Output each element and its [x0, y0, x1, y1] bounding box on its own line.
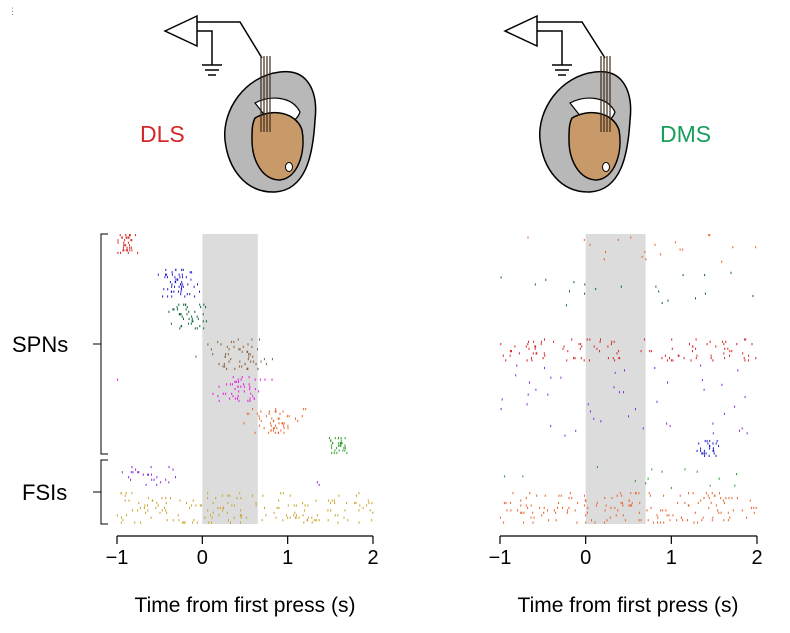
dls-unit-5-raster — [243, 408, 307, 434]
dms-x-tick-label: 2 — [751, 547, 762, 569]
dls-unit-4-raster — [117, 376, 273, 402]
dls-unit-8-raster — [116, 492, 374, 524]
corner-mark: ⋮ — [8, 6, 17, 16]
dls-unit-0-raster — [117, 234, 139, 254]
dls-raster-panel: SPNs FSIs −1 0 1 2 Time from first press (s… — [12, 233, 379, 617]
dms-spike-raster — [500, 234, 757, 524]
dls-x-tick-label: 0 — [197, 547, 208, 569]
dls-region-label: DLS — [140, 121, 185, 147]
fsi-bracket — [100, 459, 108, 525]
dls-shaded-interval — [202, 234, 258, 524]
dms-x-axis-label: Time from first press (s) — [518, 594, 739, 617]
dls-group-brackets — [93, 233, 108, 525]
dms-electrode-bundle — [600, 56, 611, 132]
dms-raster-panel: −1 0 1 2 Time from first press (s) — [489, 234, 763, 617]
dls-unit-2-raster — [168, 303, 207, 330]
dls-unit-3-raster — [195, 338, 273, 370]
dls-unit-7-raster — [121, 466, 320, 486]
dms-unit-1-raster — [500, 271, 754, 307]
dls-x-axis-label: Time from first press (s) — [135, 594, 356, 617]
dls-brain-schematic: DLS — [140, 14, 317, 193]
dls-amplifier-icon — [163, 14, 263, 76]
dls-x-tick-label: −1 — [106, 547, 129, 569]
dms-unit-3-raster — [500, 364, 748, 437]
dms-unit-5-raster — [504, 466, 738, 490]
dms-shaded-interval — [585, 234, 646, 524]
fsi-group-label: FSIs — [22, 480, 67, 505]
dms-unit-4-raster — [696, 439, 720, 457]
dms-x-tick-label: −1 — [489, 547, 512, 569]
dms-x-tick-label: 1 — [666, 547, 677, 569]
dls-unit-6-raster — [328, 437, 348, 455]
dls-unit-1-raster — [157, 268, 200, 298]
spn-bracket — [100, 233, 108, 455]
dms-unit-6-raster — [500, 492, 757, 524]
dls-spike-raster — [116, 234, 374, 524]
dls-x-axis: −1 0 1 2 — [106, 535, 379, 569]
dls-x-tick-label: 2 — [367, 547, 378, 569]
dms-amplifier-icon — [503, 14, 606, 76]
dms-anterior-commissure — [602, 162, 610, 172]
dms-unit-0-raster — [527, 234, 757, 263]
dms-x-axis: −1 0 1 2 — [489, 535, 763, 569]
dms-unit-2-raster — [500, 338, 757, 362]
dls-anterior-commissure — [285, 162, 293, 172]
dms-x-tick-label: 0 — [580, 547, 591, 569]
dls-x-tick-label: 1 — [282, 547, 293, 569]
dms-brain-schematic: DMS — [503, 14, 711, 193]
dms-region-label: DMS — [660, 121, 711, 147]
dls-electrode-bundle — [260, 56, 271, 132]
spn-group-label: SPNs — [12, 332, 68, 357]
